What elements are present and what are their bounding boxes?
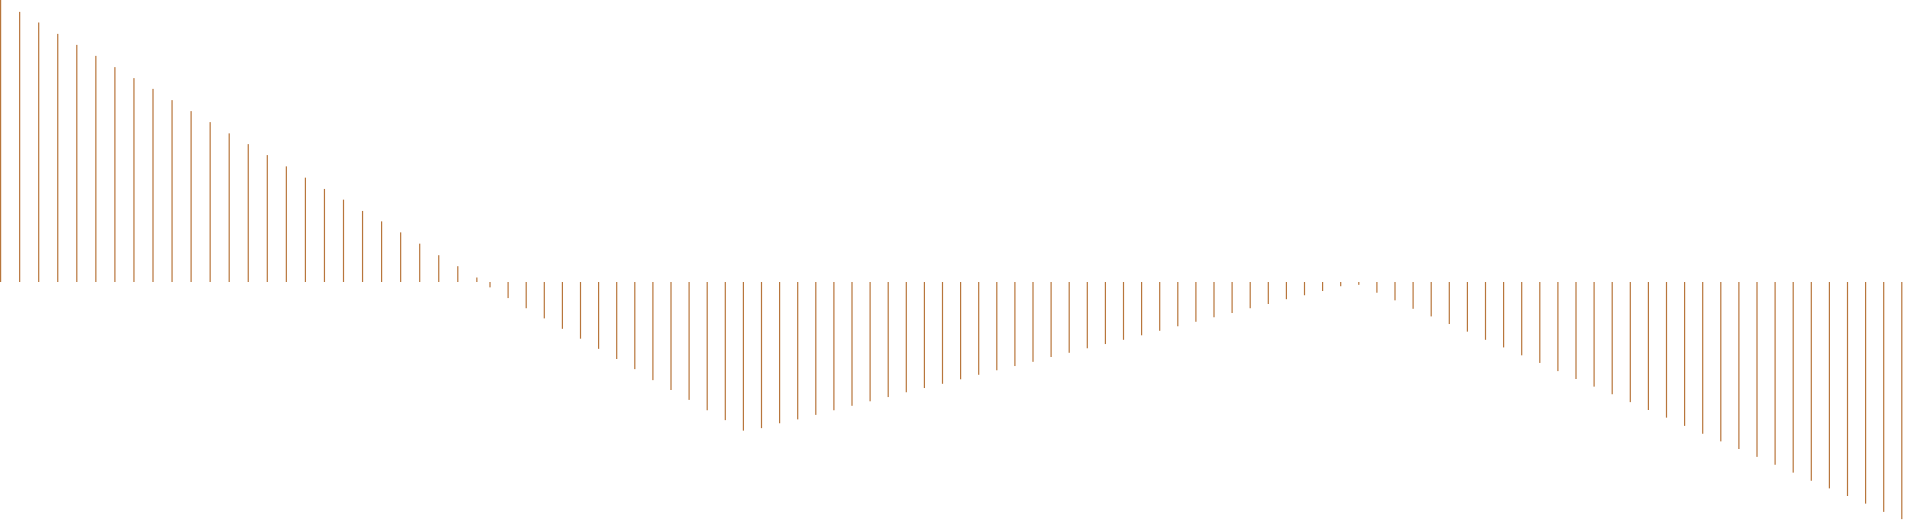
stem-series <box>0 0 1903 520</box>
